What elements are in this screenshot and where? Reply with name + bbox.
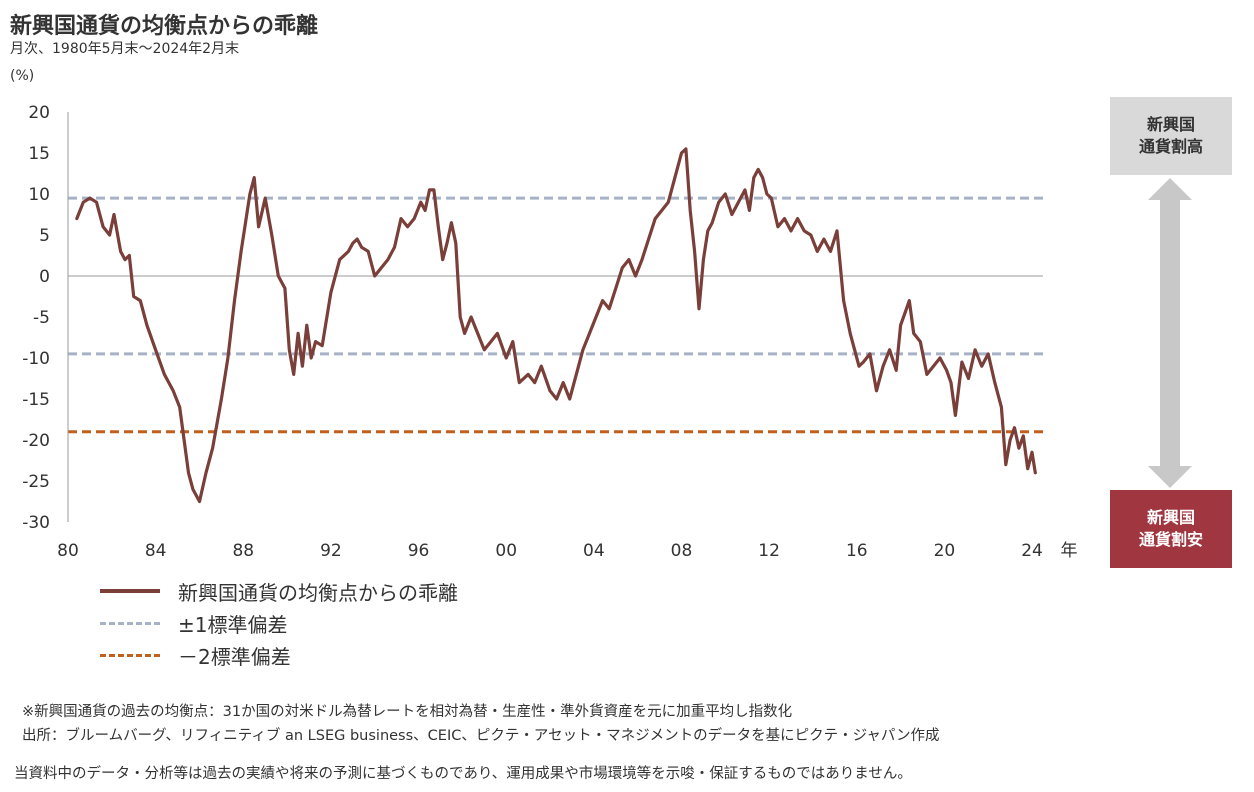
label-overvalued: 新興国 通貨割高: [1110, 97, 1232, 175]
y-tick-label: 5: [39, 226, 50, 246]
legend-swatch-sd2: [100, 653, 160, 657]
y-tick-label: 20: [28, 103, 50, 123]
reference-lines: [68, 196, 1043, 434]
y-tick-label: 15: [28, 144, 50, 164]
footnote-source: 出所：ブルームバーグ、リフィニティブ an LSEG business、CEIC…: [22, 728, 940, 744]
x-tick-label: 24: [1021, 541, 1043, 561]
legend-item-sd2: －2標準偏差: [100, 639, 458, 671]
legend-item-sd1: ±1標準偏差: [100, 607, 458, 639]
x-tick-label: 80: [57, 541, 79, 561]
x-tick-label: 00: [495, 541, 517, 561]
x-axis-label: 年: [1061, 541, 1078, 561]
label-undervalued-text: 新興国 通貨割安: [1138, 508, 1203, 549]
x-tick-label: 16: [846, 541, 868, 561]
legend-label-sd2: －2標準偏差: [178, 644, 291, 669]
legend: 新興国通貨の均衡点からの乖離 ±1標準偏差 －2標準偏差: [100, 575, 458, 671]
series-line-main: [75, 147, 1037, 504]
y-tick-label: -30: [22, 513, 50, 533]
legend-label-main: 新興国通貨の均衡点からの乖離: [178, 580, 458, 605]
arrow-shaft: [1160, 199, 1180, 467]
legend-label-sd1: ±1標準偏差: [178, 612, 288, 637]
chart-canvas: 20 15 10 5 0 -5 -10 -15 -20 -25 -30 80 84 88 92 96 00 04 0…: [22, 103, 1192, 561]
legend-item-main: 新興国通貨の均衡点からの乖離: [100, 575, 458, 607]
label-overvalued-text: 新興国 通貨割高: [1138, 115, 1203, 156]
chart-subtitle: 月次、1980年5月末～2024年2月末: [10, 41, 240, 57]
y-tick-label: 10: [28, 185, 50, 205]
x-tick-label: 20: [934, 541, 956, 561]
x-tick-label: 04: [583, 541, 605, 561]
x-tick-label: 84: [145, 541, 167, 561]
y-tick-label: 0: [39, 267, 50, 287]
arrow-head-down: [1148, 466, 1192, 488]
y-tick-label: -25: [22, 472, 50, 492]
axes: 20 15 10 5 0 -5 -10 -15 -20 -25 -30 80 84 88 92 96 00 04 0…: [22, 103, 1077, 561]
x-tick-label: 12: [758, 541, 780, 561]
x-tick-label: 88: [232, 541, 254, 561]
y-tick-label: -20: [22, 431, 50, 451]
y-tick-label: -15: [22, 390, 50, 410]
y-tick-label: -10: [22, 349, 50, 369]
x-tick-label: 92: [320, 541, 342, 561]
legend-swatch-sd1: [100, 621, 160, 625]
footnote-disclaimer: 当資料中のデータ・分析等は過去の実績や将来の予測に基づくものであり、運用成果や市…: [14, 766, 912, 782]
footnote-method: ※新興国通貨の過去の均衡点：31か国の対米ドル為替レートを相対為替・生産性・準外…: [22, 704, 793, 720]
series-layer: [75, 147, 1037, 504]
legend-swatch-main: [100, 589, 160, 593]
chart-title: 新興国通貨の均衡点からの乖離: [10, 14, 319, 39]
label-undervalued: 新興国 通貨割安: [1110, 490, 1232, 568]
x-tick-label: 96: [408, 541, 430, 561]
double-arrow: [1148, 178, 1192, 488]
arrow-head-up: [1148, 178, 1192, 200]
x-tick-label: 08: [671, 541, 693, 561]
y-axis-unit: (%): [10, 68, 35, 84]
y-tick-label: -5: [33, 308, 50, 328]
